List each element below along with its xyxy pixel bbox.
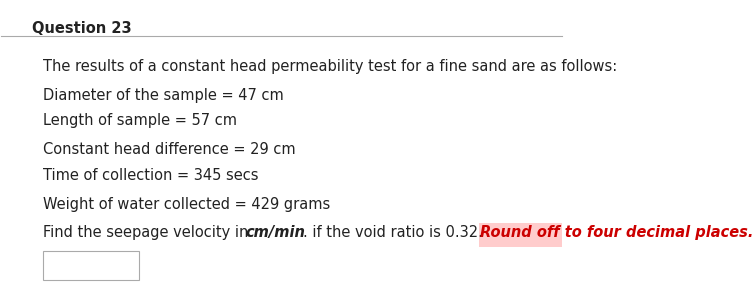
Text: Round off to four decimal places.: Round off to four decimal places. — [481, 225, 752, 240]
Text: Question 23: Question 23 — [32, 21, 132, 37]
Text: Diameter of the sample = 47 cm: Diameter of the sample = 47 cm — [44, 88, 284, 103]
Text: . if the void ratio is 0.32.: . if the void ratio is 0.32. — [303, 225, 487, 240]
Text: Constant head difference = 29 cm: Constant head difference = 29 cm — [44, 142, 296, 157]
Text: Length of sample = 57 cm: Length of sample = 57 cm — [44, 113, 238, 128]
Text: The results of a constant head permeability test for a fine sand are as follows:: The results of a constant head permeabil… — [44, 59, 617, 74]
Text: cm/min: cm/min — [245, 225, 305, 240]
FancyBboxPatch shape — [44, 251, 138, 280]
Text: Find the seepage velocity in: Find the seepage velocity in — [44, 225, 253, 240]
Text: Weight of water collected = 429 grams: Weight of water collected = 429 grams — [44, 197, 331, 212]
Text: Time of collection = 345 secs: Time of collection = 345 secs — [44, 168, 259, 183]
FancyBboxPatch shape — [479, 223, 745, 247]
